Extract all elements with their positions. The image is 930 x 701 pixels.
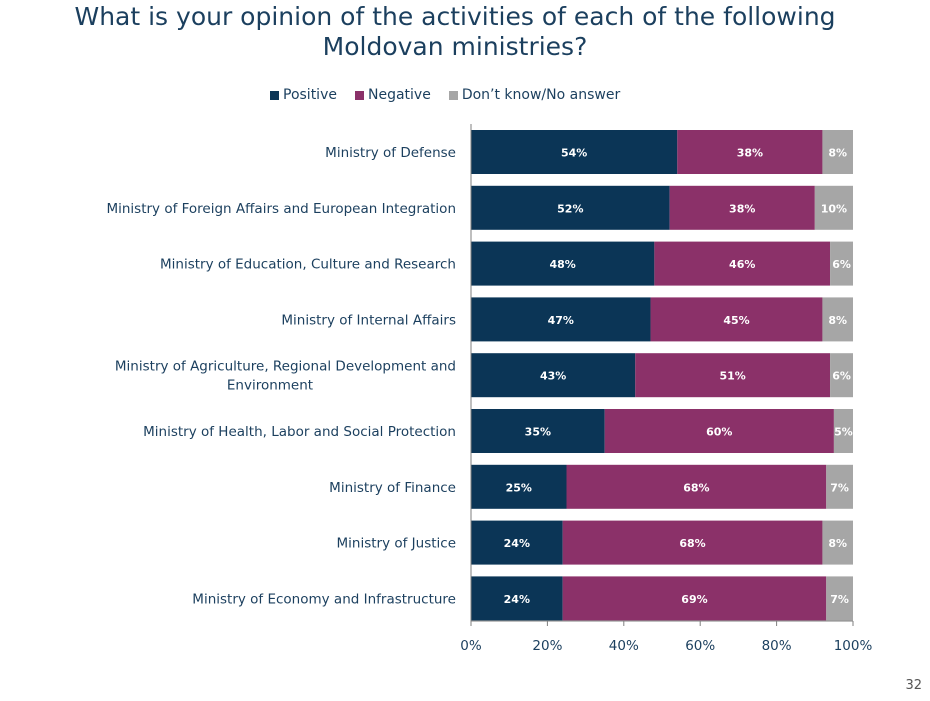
data-label-negative-6: 60% <box>706 426 732 439</box>
bar-positive-7 <box>471 464 567 509</box>
bar-dont-know-1 <box>822 130 853 174</box>
data-label-dont-know-5: 6% <box>832 370 851 383</box>
bar-negative-4 <box>650 297 823 342</box>
bar-positive-8 <box>471 520 563 565</box>
data-label-positive-5: 43% <box>540 370 566 383</box>
data-label-negative-1: 38% <box>737 147 763 160</box>
data-label-positive-4: 47% <box>548 314 574 327</box>
legend-swatch-dont-know <box>448 90 458 100</box>
bar-positive-9 <box>471 576 563 621</box>
data-label-dont-know-9: 7% <box>830 593 849 606</box>
page-number: 32 <box>905 678 922 693</box>
category-label-3: Ministry of Education, Culture and Resea… <box>160 257 456 273</box>
data-label-positive-9: 24% <box>504 593 530 606</box>
legend-item-positive: Positive <box>270 87 337 103</box>
bar-dont-know-9 <box>826 576 853 621</box>
chart-title: What is your opinion of the activities o… <box>0 2 910 62</box>
data-label-negative-5: 51% <box>719 370 745 383</box>
chart-legend: Positive Negative Don’t know/No answer <box>270 86 638 104</box>
chart-title-line-2: Moldovan ministries? <box>322 32 588 61</box>
bar-dont-know-4 <box>822 297 853 342</box>
category-label-4: Ministry of Internal Affairs <box>281 312 456 328</box>
bar-positive-3 <box>471 241 655 286</box>
bar-row-1: Ministry of Defense 54% 38% 8% <box>325 130 853 174</box>
bar-positive-1 <box>471 130 678 174</box>
legend-item-dont-know: Don’t know/No answer <box>448 87 621 103</box>
bar-row-6: Ministry of Health, Labor and Social Pro… <box>143 409 853 453</box>
category-label-9: Ministry of Economy and Infrastructure <box>192 591 456 607</box>
legend-label-positive: Positive <box>283 87 337 103</box>
bar-row-4: Ministry of Internal Affairs 47% 45% 8% <box>281 297 853 342</box>
legend-swatch-positive <box>270 90 279 100</box>
data-label-positive-8: 24% <box>504 537 530 550</box>
data-label-dont-know-4: 8% <box>828 314 847 327</box>
data-label-negative-2: 38% <box>729 202 755 215</box>
legend-label-dont-know: Don’t know/No answer <box>461 87 621 103</box>
bar-row-5: Ministry of Agriculture, Regional Develo… <box>115 353 853 398</box>
bar-row-7: Ministry of Finance 25% 68% 7% <box>329 464 853 509</box>
bar-negative-9 <box>562 576 827 621</box>
x-tick-label-4: 60% <box>685 638 715 654</box>
data-label-positive-6: 35% <box>525 426 551 439</box>
category-label-5-line-1: Ministry of Agriculture, Regional Develo… <box>115 359 456 375</box>
data-label-positive-7: 25% <box>506 481 532 494</box>
data-label-dont-know-1: 8% <box>828 147 847 160</box>
bar-dont-know-3 <box>830 241 853 286</box>
category-label-1: Ministry of Defense <box>325 145 456 161</box>
data-label-dont-know-7: 7% <box>830 481 849 494</box>
x-tick-label-1: 0% <box>460 638 482 654</box>
bar-row-2: Ministry of Foreign Affairs and European… <box>106 185 853 230</box>
data-label-positive-1: 54% <box>561 147 587 160</box>
category-label-5-line-2: Environment <box>227 378 313 394</box>
bar-negative-8 <box>562 520 823 565</box>
bar-dont-know-7 <box>826 464 853 509</box>
category-label-7: Ministry of Finance <box>329 480 456 496</box>
x-tick-label-3: 40% <box>609 638 639 654</box>
x-tick-label-2: 20% <box>532 638 562 654</box>
bar-negative-6 <box>604 409 834 453</box>
data-label-negative-4: 45% <box>723 314 749 327</box>
category-label-2: Ministry of Foreign Affairs and European… <box>106 201 456 217</box>
category-label-8: Ministry of Justice <box>336 536 456 552</box>
legend-item-negative: Negative <box>354 87 431 103</box>
bar-positive-4 <box>471 297 651 342</box>
bar-row-8: Ministry of Justice 24% 68% 8% <box>336 520 853 565</box>
bar-dont-know-5 <box>830 353 853 398</box>
bar-positive-6 <box>471 409 605 453</box>
data-label-dont-know-2: 10% <box>821 202 847 215</box>
bar-dont-know-6 <box>833 409 853 453</box>
bar-row-9: Ministry of Economy and Infrastructure 24… <box>192 576 853 621</box>
data-label-dont-know-3: 6% <box>832 258 851 271</box>
bar-dont-know-8 <box>822 520 853 565</box>
chart-title-line-1: What is your opinion of the activities o… <box>74 2 836 31</box>
data-label-dont-know-6: 5% <box>834 426 853 439</box>
bar-dont-know-2 <box>814 185 853 230</box>
data-label-negative-3: 46% <box>729 258 755 271</box>
bar-positive-2 <box>471 185 670 230</box>
data-label-negative-9: 69% <box>681 593 707 606</box>
data-label-negative-8: 68% <box>679 537 705 550</box>
category-label-6: Ministry of Health, Labor and Social Pro… <box>143 424 456 440</box>
bar-row-3: Ministry of Education, Culture and Resea… <box>160 241 853 286</box>
data-label-positive-3: 48% <box>550 258 576 271</box>
legend-swatch-negative <box>354 90 364 100</box>
data-label-negative-7: 68% <box>683 481 709 494</box>
x-tick-label-6: 100% <box>834 638 873 654</box>
bar-negative-3 <box>654 241 831 286</box>
data-label-positive-2: 52% <box>557 202 583 215</box>
bar-negative-7 <box>566 464 827 509</box>
bar-negative-1 <box>677 130 823 174</box>
legend-label-negative: Negative <box>367 87 431 103</box>
bar-positive-5 <box>471 353 636 398</box>
x-tick-label-5: 80% <box>762 638 792 654</box>
bar-negative-2 <box>669 185 815 230</box>
data-label-dont-know-8: 8% <box>828 537 847 550</box>
bar-negative-5 <box>635 353 831 398</box>
